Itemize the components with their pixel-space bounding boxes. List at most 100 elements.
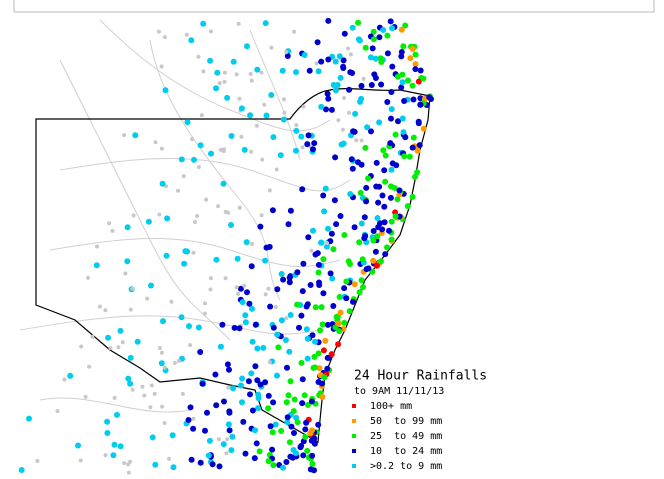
station xyxy=(340,127,345,132)
station xyxy=(254,123,259,128)
station xyxy=(122,133,127,138)
station xyxy=(311,353,318,360)
station xyxy=(181,174,186,179)
station xyxy=(293,147,299,154)
station xyxy=(414,169,421,176)
station xyxy=(197,349,204,355)
station xyxy=(300,260,307,267)
station xyxy=(159,64,164,69)
station xyxy=(145,218,152,225)
station xyxy=(185,417,192,423)
station xyxy=(230,385,236,392)
station xyxy=(219,321,226,328)
station xyxy=(117,327,124,334)
station xyxy=(361,76,366,81)
station xyxy=(303,419,310,426)
station xyxy=(294,123,299,128)
station xyxy=(361,214,368,221)
station xyxy=(309,332,316,339)
station xyxy=(205,452,212,459)
station xyxy=(285,221,292,228)
station xyxy=(409,82,416,89)
station xyxy=(404,203,411,210)
station xyxy=(108,346,113,351)
station xyxy=(310,364,317,371)
station xyxy=(321,208,328,215)
station xyxy=(388,106,395,113)
station xyxy=(376,119,383,126)
station xyxy=(346,86,353,93)
station xyxy=(280,276,287,283)
station xyxy=(237,205,242,210)
station xyxy=(202,427,208,434)
station xyxy=(169,299,174,304)
station xyxy=(387,18,394,25)
station xyxy=(381,219,388,226)
station xyxy=(301,52,308,58)
station xyxy=(104,430,111,436)
station xyxy=(280,464,286,471)
station xyxy=(234,72,239,77)
station xyxy=(236,325,243,332)
station xyxy=(319,380,326,387)
station xyxy=(292,450,299,457)
station xyxy=(380,147,387,154)
station xyxy=(349,24,356,31)
station xyxy=(214,69,221,76)
station xyxy=(369,45,376,52)
station xyxy=(222,70,227,75)
station xyxy=(239,299,246,306)
station xyxy=(367,54,374,61)
station xyxy=(217,437,221,442)
station xyxy=(328,106,335,113)
station xyxy=(388,115,394,122)
station xyxy=(178,314,185,321)
station xyxy=(126,470,131,475)
station xyxy=(103,453,108,458)
station xyxy=(388,89,395,95)
station xyxy=(176,359,181,363)
station xyxy=(167,456,171,461)
station xyxy=(160,318,166,325)
station xyxy=(298,133,305,140)
station xyxy=(132,132,139,139)
station xyxy=(75,442,81,449)
station xyxy=(265,392,272,399)
station xyxy=(301,392,308,399)
station xyxy=(381,203,388,210)
station xyxy=(323,243,330,250)
station xyxy=(262,102,267,107)
station xyxy=(95,244,99,249)
station xyxy=(356,289,363,296)
station xyxy=(372,75,379,81)
station xyxy=(201,69,206,74)
station xyxy=(279,67,286,74)
legend-label: 10 to 24 mm xyxy=(370,446,442,457)
station xyxy=(331,197,338,204)
station xyxy=(370,228,377,234)
station xyxy=(291,396,298,403)
station xyxy=(216,463,223,470)
station xyxy=(262,379,269,386)
station xyxy=(162,421,167,425)
station xyxy=(395,118,401,125)
station xyxy=(370,237,377,244)
station xyxy=(225,437,230,442)
station xyxy=(314,61,319,66)
station xyxy=(373,159,380,166)
station xyxy=(229,433,236,440)
station xyxy=(322,337,329,344)
station xyxy=(315,269,322,276)
station xyxy=(273,305,278,309)
station xyxy=(184,248,191,255)
station xyxy=(358,95,365,102)
station xyxy=(320,290,327,297)
station xyxy=(241,146,248,153)
station xyxy=(278,428,285,434)
station xyxy=(26,415,32,422)
station xyxy=(148,405,153,410)
station xyxy=(370,257,377,264)
station xyxy=(284,414,291,421)
station xyxy=(242,450,249,457)
